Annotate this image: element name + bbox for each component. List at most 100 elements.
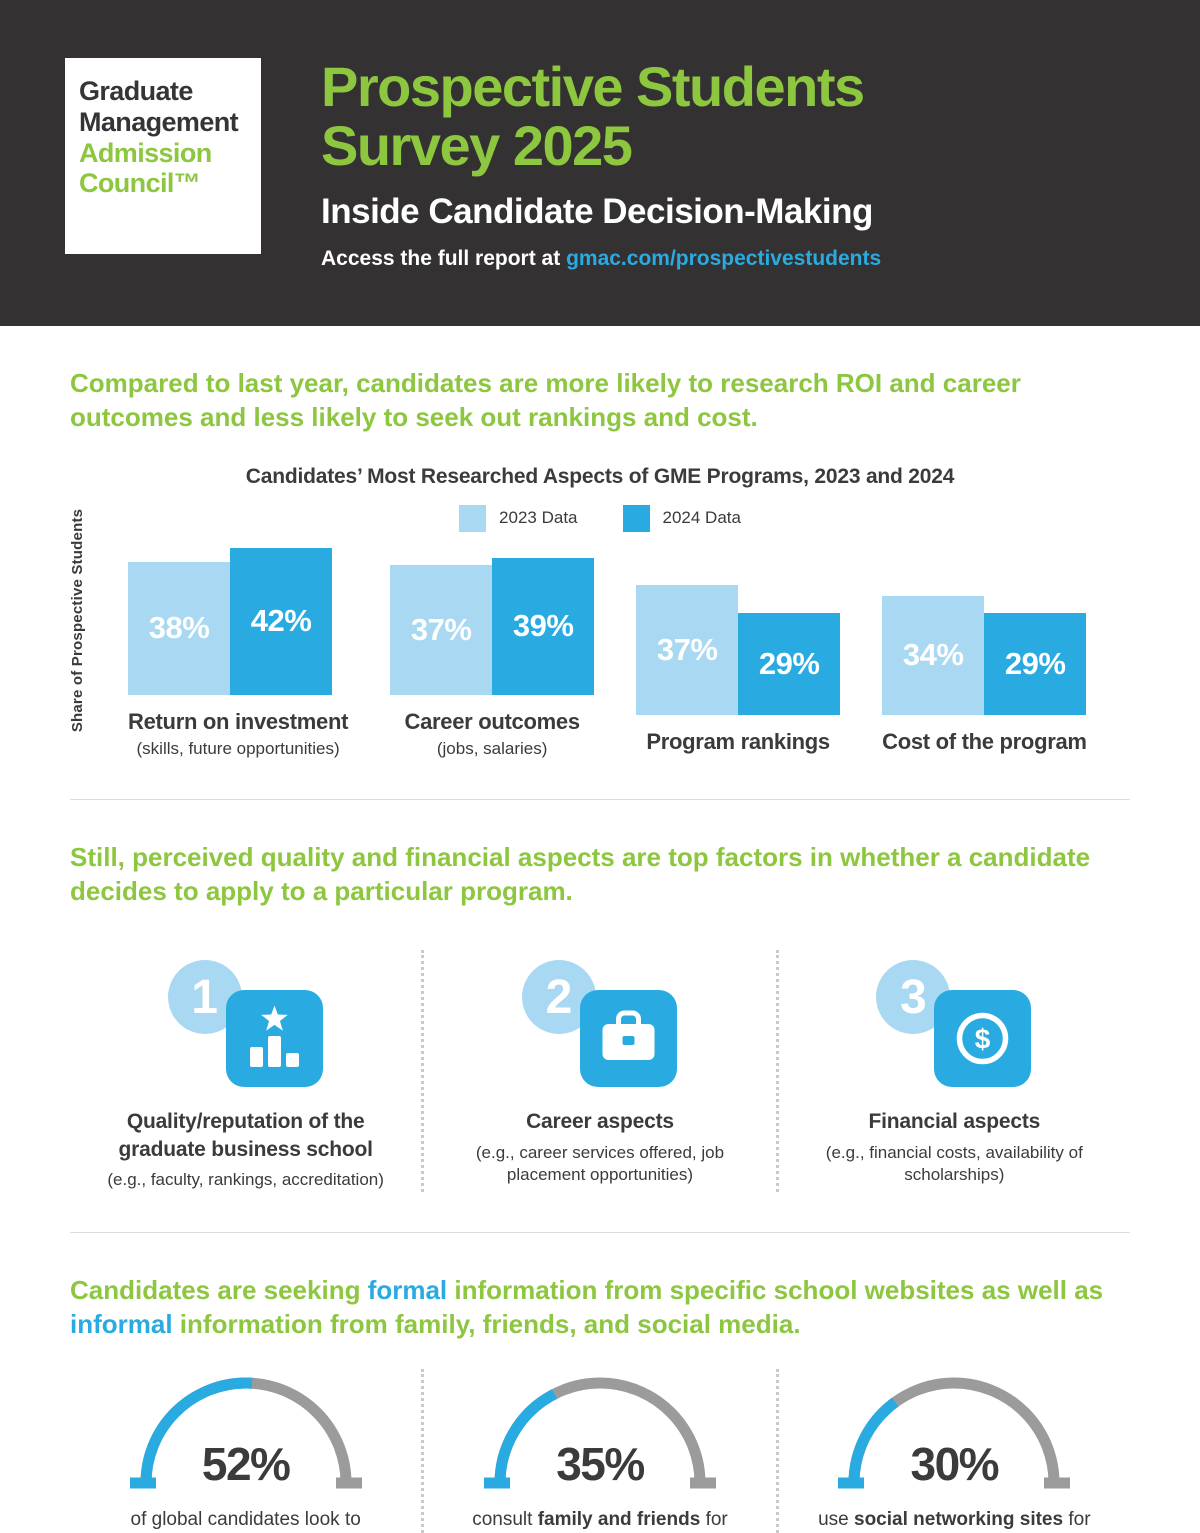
category-sublabel: (skills, future opportunities) (136, 738, 340, 758)
factor-icon-cluster: 2 (520, 960, 680, 1088)
bar-group-roi: 38% 42% Return on investment (skills, fu… (128, 547, 349, 759)
section3-heading: Candidates are seeking formal informatio… (70, 1273, 1130, 1342)
gauge-label-post: for information about GME (1068, 1509, 1091, 1531)
dollar-coin-icon: $ (934, 990, 1032, 1088)
bar-value-label: 29% (1004, 645, 1066, 681)
gmac-logo: Graduate Management Admission Council™ (65, 58, 261, 254)
bar-value-label: 29% (758, 645, 820, 681)
logo-line-admission: Admission (79, 137, 212, 168)
gauge: 52% (129, 1369, 362, 1491)
gauge-label-bold: family and friends (537, 1509, 701, 1531)
bar-2023: 38% (128, 561, 230, 695)
section-divider (70, 1231, 1130, 1233)
logo-line-graduate: Graduate (79, 76, 193, 106)
gauge-fill-arc (848, 1377, 1060, 1484)
heading-part: information from family, friends, and so… (172, 1309, 801, 1340)
gauge-column-school-websites: 52% of global candidates look to individ… (70, 1369, 421, 1533)
heading-part-formal: formal (367, 1274, 448, 1305)
gauge-label-pre: consult (472, 1509, 538, 1531)
factor-title: Quality/reputation of the graduate busin… (118, 1110, 373, 1161)
bar-2023: 37% (390, 565, 493, 695)
report-access-line: Access the full report at gmac.com/prosp… (321, 247, 881, 271)
section1-heading: Compared to last year, candidates are mo… (70, 368, 1021, 433)
bar-groups: 38% 42% Return on investment (skills, fu… (128, 547, 1130, 759)
legend-label-2024: 2024 Data (662, 508, 741, 528)
bar-2024: 29% (984, 613, 1087, 715)
page-title: Prospective Students Survey 2025 (321, 55, 881, 177)
svg-text:$: $ (975, 1024, 991, 1055)
heading-part-informal: informal (70, 1309, 173, 1340)
gauge-value: 52% (201, 1438, 291, 1491)
report-access-prefix: Access the full report at (321, 246, 567, 270)
category-label: Program rankings (646, 728, 830, 754)
gauge-label-bold: social networking sites (854, 1509, 1064, 1531)
gauge-column-social-networking: 30% use social networking sites for info… (775, 1369, 1130, 1533)
bar-chart: Share of Prospective Students 38% 42% Re… (69, 508, 1130, 759)
bar-2024: 39% (492, 558, 595, 695)
logo-line-management: Management (79, 106, 239, 137)
bar-2023: 37% (636, 585, 739, 715)
report-link[interactable]: gmac.com/prospectivestudents (566, 246, 882, 270)
bar-value-label: 39% (512, 608, 574, 644)
gauge-label-post: for information about GME (705, 1509, 728, 1531)
bar-group-cost: 34% 29% Cost of the program (882, 595, 1087, 759)
podium-star-icon (225, 990, 323, 1088)
chart-title: Candidates’ Most Researched Aspects of G… (245, 464, 955, 488)
page-title-line2: Survey 2025 (321, 113, 633, 177)
gauge-label: of global candidates look to individual … (86, 1507, 406, 1533)
gauge-label-pre: of global candidates look to (130, 1509, 361, 1531)
gauge-arc-svg (483, 1377, 716, 1489)
gauge-label: consult family and friends for informati… (440, 1507, 760, 1533)
factor-number-badge: 1 (167, 960, 242, 1035)
gauge-arc-svg (838, 1377, 1071, 1489)
bar-2024: 42% (230, 547, 332, 695)
factor-subtitle: (e.g., financial costs, availability of … (825, 1142, 1083, 1185)
factor-title: Financial aspects (868, 1110, 1041, 1134)
briefcase-icon (579, 990, 677, 1088)
bar-value-label: 37% (656, 631, 718, 667)
bar-group-rankings: 37% 29% Program rankings (636, 585, 841, 759)
page-subtitle: Inside Candidate Decision-Making (321, 191, 873, 231)
bar-2024: 29% (738, 613, 841, 715)
bar-group-career-outcomes: 37% 39% Career outcomes (jobs, salaries) (390, 558, 595, 759)
bar-value-label: 37% (410, 611, 472, 647)
factor-subtitle: (e.g., faculty, rankings, accreditation) (107, 1169, 384, 1189)
gauge-fill-arc (140, 1377, 352, 1484)
header: Graduate Management Admission Council™ P… (0, 0, 1200, 326)
factor-column-career: 2 Career aspects (e.g., career services … (421, 950, 775, 1192)
legend-label-2023: 2023 Data (499, 508, 578, 528)
category-sublabel: (jobs, salaries) (436, 738, 548, 758)
gauge-label: use social networking sites for informat… (794, 1507, 1114, 1533)
factors-row: 1 Quality/reputation of the graduate bus… (70, 950, 1130, 1192)
category-label: Career outcomes (404, 708, 581, 734)
gauge-arc-svg (129, 1377, 362, 1489)
gauge: 30% (838, 1369, 1071, 1491)
bar-value-label: 34% (902, 637, 964, 673)
bar-2023: 34% (882, 595, 985, 715)
heading-part: information from specific school website… (447, 1274, 1104, 1305)
gauge-value: 30% (910, 1438, 1000, 1491)
category-label: Cost of the program (882, 728, 1087, 754)
page-title-line1: Prospective Students (321, 55, 865, 118)
header-text-block: Prospective Students Survey 2025 Inside … (321, 55, 881, 271)
gauge-fill-arc (494, 1377, 706, 1484)
factor-number-badge: 2 (521, 960, 596, 1035)
factor-column-quality: 1 Quality/reputation of the graduate bus… (70, 950, 421, 1192)
gauge-label-pre: use (818, 1509, 854, 1531)
gauge: 35% (483, 1369, 716, 1491)
gauges-row: 52% of global candidates look to individ… (70, 1369, 1130, 1533)
gauge-value: 35% (556, 1438, 645, 1491)
factor-icon-cluster: 3 $ (874, 960, 1034, 1088)
y-axis-label: Share of Prospective Students (69, 508, 87, 732)
legend-swatch-2024 (622, 504, 650, 532)
factor-subtitle: (e.g., career services offered, job plac… (475, 1142, 725, 1185)
factor-title: Career aspects (526, 1110, 674, 1134)
factor-icon-cluster: 1 (166, 960, 326, 1088)
section2-heading: Still, perceived quality and financial a… (70, 841, 1091, 906)
gauge-column-family-friends: 35% consult family and friends for infor… (421, 1369, 775, 1533)
category-label: Return on investment (128, 708, 349, 734)
factor-column-financial: 3 $ Financial aspects (e.g., financial c… (775, 950, 1130, 1192)
section-divider (70, 798, 1130, 800)
bar-value-label: 42% (250, 603, 312, 639)
